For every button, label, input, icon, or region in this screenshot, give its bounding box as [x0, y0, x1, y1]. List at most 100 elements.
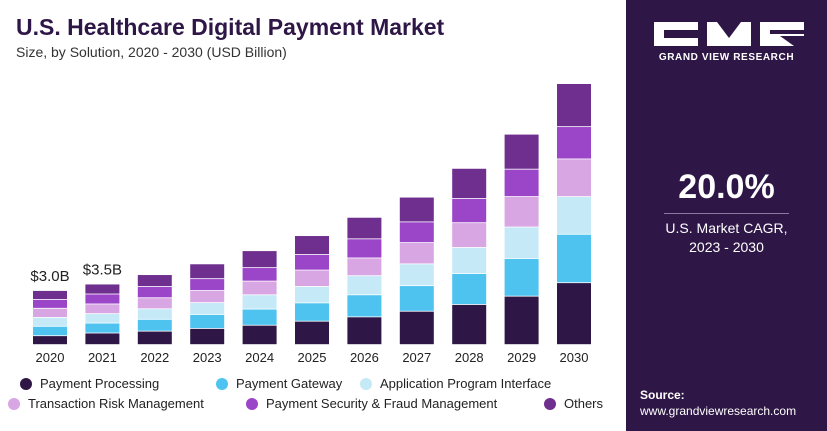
bar-segment-2030-s4	[557, 127, 591, 159]
bar-segment-2029-s4	[504, 169, 539, 197]
x-tick-label: 2026	[350, 350, 379, 365]
bar-segment-2027-s0	[399, 311, 434, 345]
bar-total-label: $3.5B	[83, 261, 122, 278]
bar-segment-2027-s5	[399, 197, 434, 222]
bar-segment-2030-s1	[557, 234, 591, 283]
bar-segment-2023-s1	[190, 314, 225, 329]
bar-segment-2023-s3	[190, 290, 225, 303]
legend-label: Transaction Risk Management	[28, 396, 204, 411]
legend-item: Others	[544, 396, 603, 411]
x-tick-label: 2021	[88, 350, 117, 365]
bar-segment-2026-s4	[347, 239, 382, 258]
bar-segment-2028-s3	[452, 223, 487, 248]
bar-segment-2028-s0	[452, 304, 487, 345]
bar-segment-2024-s1	[242, 309, 277, 325]
bar-segment-2021-s0	[85, 333, 120, 345]
bar-segment-2020-s1	[33, 326, 67, 336]
bar-segment-2024-s0	[242, 325, 277, 345]
bar-segment-2024-s2	[242, 295, 277, 309]
bar-segment-2029-s5	[504, 134, 539, 169]
legend-item: Payment Processing	[20, 376, 159, 391]
bar-segment-2025-s4	[295, 254, 329, 270]
bar-segment-2021-s1	[85, 323, 120, 333]
bar-segment-2022-s0	[137, 331, 172, 345]
bar-segment-2023-s5	[190, 264, 225, 279]
bar-segment-2026-s3	[347, 258, 382, 276]
brand-panel: GRAND VIEW RESEARCH 20.0% U.S. Market CA…	[626, 0, 827, 431]
legend-label: Payment Security & Fraud Management	[266, 396, 498, 411]
bar-segment-2020-s5	[33, 290, 67, 299]
x-tick-label: 2023	[193, 350, 222, 365]
bar-segment-2024-s3	[242, 281, 277, 295]
chart-subtitle: Size, by Solution, 2020 - 2030 (USD Bill…	[16, 44, 287, 60]
cagr-period: 2023 - 2030	[689, 239, 764, 255]
bar-segment-2024-s4	[242, 268, 277, 281]
bar-segment-2023-s2	[190, 303, 225, 315]
bar-segment-2025-s0	[295, 321, 329, 345]
bar-segment-2029-s2	[504, 227, 539, 259]
bar-segment-2021-s4	[85, 294, 120, 304]
bar-segment-2022-s5	[137, 275, 172, 287]
bar-segment-2028-s4	[452, 198, 487, 223]
cagr-label: U.S. Market CAGR,	[665, 220, 788, 236]
bar-segment-2027-s4	[399, 222, 434, 243]
bar-segment-2026-s5	[347, 217, 382, 239]
bar-segment-2030-s3	[557, 159, 591, 197]
legend-swatch	[8, 397, 20, 410]
bar-segment-2020-s0	[33, 336, 67, 345]
bar-segment-2020-s3	[33, 308, 67, 318]
bar-segment-2020-s2	[33, 317, 67, 326]
chart-panel: U.S. Healthcare Digital Payment Market S…	[8, 14, 620, 426]
x-tick-label: 2027	[402, 350, 431, 365]
bar-segment-2030-s5	[557, 84, 591, 127]
legend-swatch	[20, 377, 32, 390]
legend-label: Payment Processing	[40, 376, 160, 391]
stacked-bar-chart: 2020 2021 2022 2023 2024 2025 2026 2027 2028 2029…	[30, 84, 591, 365]
source-label: Source:	[640, 388, 685, 402]
brand-name: GRAND VIEW RESEARCH	[658, 52, 795, 63]
bar-segment-2022-s1	[137, 319, 172, 331]
bar-segment-2030-s2	[557, 197, 591, 234]
bar-segment-2022-s3	[137, 298, 172, 309]
cagr-divider	[664, 213, 789, 214]
legend-label: Application Program Interface	[380, 376, 552, 391]
legend-item: Transaction Risk Management	[8, 396, 204, 411]
gvr-logo-icon	[654, 22, 804, 46]
x-tick-label: 2028	[455, 350, 484, 365]
x-tick-label: 2022	[140, 350, 169, 365]
bar-segment-2026-s2	[347, 276, 382, 295]
bar-segment-2028-s2	[452, 247, 487, 274]
bar-segment-2027-s1	[399, 286, 434, 311]
bar-segment-2029-s1	[504, 258, 539, 296]
bar-segment-2029-s0	[504, 296, 539, 345]
bar-segment-2022-s2	[137, 309, 172, 319]
bar-segment-2027-s2	[399, 264, 434, 286]
bar-segment-2025-s1	[295, 303, 329, 321]
x-tick-label: 2030	[560, 350, 589, 365]
legend-label: Payment Gateway	[236, 376, 343, 391]
bar-segment-2025-s2	[295, 286, 329, 303]
x-tick-label: 2020	[36, 350, 65, 365]
legend-swatch	[360, 377, 372, 390]
bar-segment-2030-s0	[557, 283, 591, 345]
bar-segment-2021-s5	[85, 284, 120, 294]
bar-segment-2028-s1	[452, 273, 487, 305]
bar-segment-2021-s3	[85, 304, 120, 314]
chart-legend: Payment Processing Payment Gateway Applica…	[8, 376, 620, 426]
bar-segment-2024-s5	[242, 251, 277, 268]
bar-segment-2027-s3	[399, 243, 434, 264]
chart-title: U.S. Healthcare Digital Payment Market	[16, 14, 445, 40]
x-tick-label: 2024	[245, 350, 274, 365]
legend-item: Application Program Interface	[360, 376, 551, 391]
cagr-value: 20.0%	[678, 168, 775, 206]
x-tick-label: 2025	[298, 350, 327, 365]
bar-segment-2025-s3	[295, 270, 329, 287]
legend-swatch	[246, 397, 258, 410]
bar-segment-2020-s4	[33, 299, 67, 308]
bar-segment-2023-s0	[190, 328, 225, 345]
source-link[interactable]: www.grandviewresearch.com	[640, 404, 797, 418]
bar-total-label: $3.0B	[30, 268, 69, 285]
bar-segment-2026-s1	[347, 295, 382, 317]
legend-swatch	[216, 377, 228, 390]
bar-segment-2022-s4	[137, 286, 172, 298]
